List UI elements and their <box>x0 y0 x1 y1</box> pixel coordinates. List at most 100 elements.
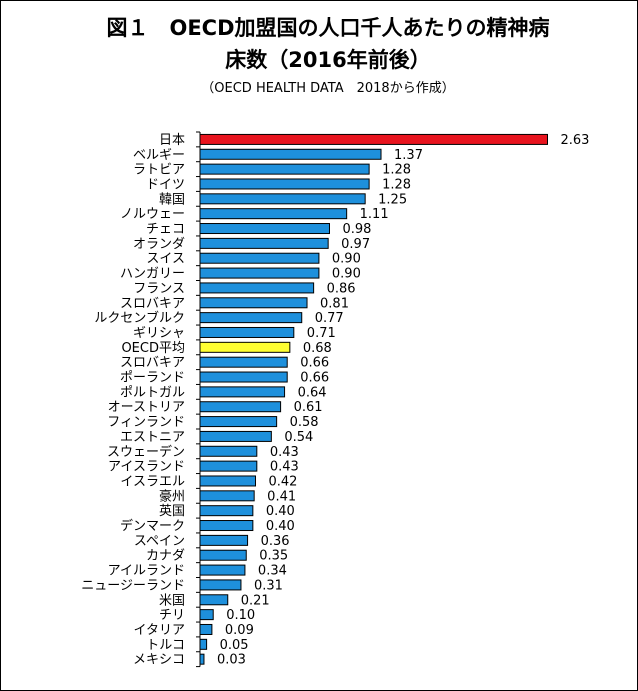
value-labels-layer: 2.631.371.281.281.251.110.980.970.900.90… <box>217 133 589 668</box>
category-label: 日本 <box>159 133 185 148</box>
value-label: 0.90 <box>332 267 361 282</box>
category-label: イスラエル <box>120 474 185 489</box>
category-label: オランダ <box>133 237 185 252</box>
bar <box>199 638 208 650</box>
value-label: 0.40 <box>266 504 295 519</box>
bar <box>199 133 548 145</box>
bar <box>199 564 246 576</box>
chart-title-line1: 図１ OECD加盟国の人口千人あたりの精神病 <box>106 16 550 40</box>
bar <box>199 534 249 546</box>
chart-subtitle: （OECD HEALTH DATA 2018から作成） <box>201 81 455 96</box>
bar <box>199 594 229 606</box>
value-label: 0.97 <box>341 237 370 252</box>
bar <box>199 341 291 353</box>
value-label: 0.21 <box>241 593 270 608</box>
category-label: カナダ <box>146 549 185 564</box>
bar <box>199 223 330 235</box>
category-label: チリ <box>159 608 185 623</box>
category-label: ラトビア <box>133 163 185 178</box>
category-label: スウェーデン <box>107 444 185 460</box>
bar <box>199 505 254 517</box>
category-label: エストニア <box>120 430 185 445</box>
value-label: 0.71 <box>307 326 336 341</box>
bar <box>199 208 348 220</box>
bar <box>199 401 282 413</box>
bar <box>199 297 308 309</box>
value-label: 0.90 <box>332 252 361 267</box>
value-label: 0.66 <box>300 371 329 386</box>
bar <box>199 549 247 561</box>
category-label: オーストリア <box>108 400 185 415</box>
category-label: チェコ <box>146 222 185 237</box>
value-label: 0.77 <box>315 311 344 326</box>
category-label: 豪州 <box>159 488 185 504</box>
category-label: OECD平均 <box>121 341 185 356</box>
bar <box>199 148 382 160</box>
category-label: 韓国 <box>159 192 185 207</box>
value-label: 0.34 <box>258 564 287 579</box>
axis-layer <box>196 131 201 668</box>
bar <box>199 653 205 665</box>
bar <box>199 312 303 324</box>
category-label: 英国 <box>159 504 185 519</box>
category-label: ニュージーランド <box>81 578 185 593</box>
bar <box>199 282 315 294</box>
value-label: 0.58 <box>290 415 319 430</box>
category-label: ベルギー <box>133 148 185 163</box>
bar <box>199 326 295 338</box>
bar <box>199 623 213 635</box>
bar <box>199 356 288 368</box>
bar <box>199 386 286 398</box>
category-label: スロバキア <box>120 296 185 311</box>
bar <box>199 475 256 487</box>
value-label: 0.43 <box>270 460 299 475</box>
value-label: 0.09 <box>225 623 254 638</box>
value-label: 0.41 <box>267 489 296 504</box>
value-label: 0.68 <box>303 341 332 356</box>
value-label: 0.05 <box>220 638 249 653</box>
category-label: メキシコ <box>133 653 185 668</box>
category-label: スペイン <box>134 534 185 549</box>
value-label: 1.28 <box>382 177 411 192</box>
category-label: ルクセンブルク <box>94 310 185 326</box>
bar <box>199 371 288 383</box>
value-label: 0.40 <box>266 519 295 534</box>
category-label: ギリシャ <box>133 326 185 341</box>
value-label: 0.10 <box>226 608 255 623</box>
value-label: 0.61 <box>294 400 323 415</box>
bar <box>199 490 255 502</box>
value-label: 0.81 <box>320 296 349 311</box>
value-label: 0.42 <box>268 474 297 489</box>
chart-title-line2: 床数（2016年前後） <box>225 48 431 72</box>
category-label: イタリア <box>134 623 185 638</box>
value-label: 0.03 <box>217 653 246 668</box>
bar <box>199 178 370 190</box>
bar <box>199 252 320 264</box>
bar <box>199 445 258 457</box>
value-label: 1.11 <box>360 207 389 222</box>
value-label: 0.31 <box>254 578 283 593</box>
category-label: アイスランド <box>108 460 185 475</box>
category-label: ドイツ <box>146 177 185 192</box>
value-label: 0.35 <box>259 549 288 564</box>
value-label: 1.28 <box>382 163 411 178</box>
bar <box>199 460 258 472</box>
category-label: デンマーク <box>120 518 185 534</box>
bar <box>199 193 366 205</box>
value-label: 0.86 <box>327 281 356 296</box>
category-label: ポーランド <box>120 371 185 386</box>
category-label: ハンガリー <box>120 267 185 282</box>
bar <box>199 416 278 428</box>
bars-layer <box>199 133 548 665</box>
value-label: 1.25 <box>378 192 407 207</box>
category-label: フランス <box>133 281 185 296</box>
category-labels-layer: 日本ベルギーラトビアドイツ韓国ノルウェーチェコオランダスイスハンガリーフランスス… <box>81 133 185 668</box>
category-label: トルコ <box>146 638 185 653</box>
category-label: ポルトガル <box>120 385 185 400</box>
bar <box>199 609 214 621</box>
bar <box>199 579 242 591</box>
category-label: 米国 <box>159 593 185 608</box>
bar <box>199 267 320 279</box>
bar <box>199 163 370 175</box>
